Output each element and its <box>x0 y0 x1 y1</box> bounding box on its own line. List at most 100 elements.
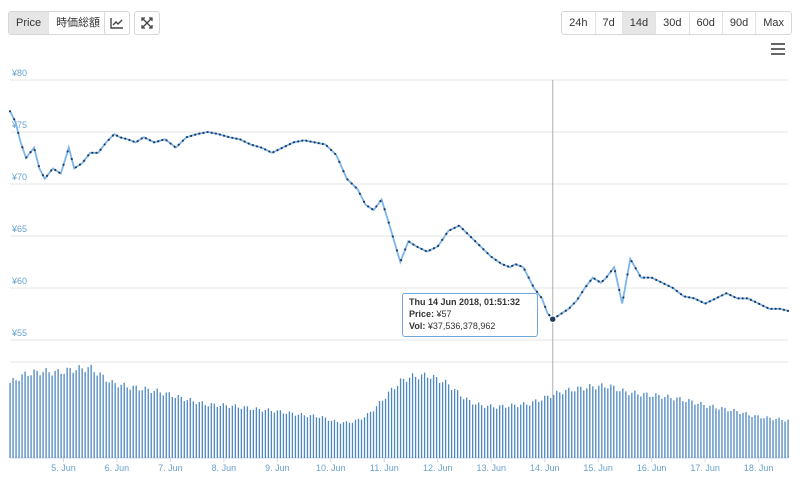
tooltip-price-label: Price: <box>409 309 435 319</box>
volume-bar <box>69 368 71 458</box>
price-point <box>82 159 86 162</box>
volume-bar <box>420 374 423 458</box>
range-button-60d[interactable]: 60d <box>689 12 723 34</box>
menu-icon[interactable] <box>771 43 785 55</box>
price-point <box>367 205 370 208</box>
price-point <box>297 140 300 143</box>
x-tick-label: 11. Jun <box>370 463 399 473</box>
price-point <box>659 280 662 283</box>
volume-bar <box>333 419 336 458</box>
price-point <box>74 166 77 169</box>
price-point <box>264 148 267 151</box>
volume-bar <box>532 401 534 458</box>
price-point <box>626 273 629 276</box>
price-point <box>651 276 654 279</box>
volume-bar <box>553 394 555 458</box>
price-point <box>515 263 518 266</box>
volume-bar <box>357 418 360 458</box>
price-point <box>683 295 687 298</box>
range-button-max[interactable]: Max <box>756 12 791 34</box>
price-point <box>614 270 617 273</box>
volume-bar <box>39 375 41 458</box>
volume-bar <box>523 402 525 458</box>
price-point <box>696 298 699 301</box>
volume-bar <box>12 377 14 458</box>
volume-bar <box>84 371 86 458</box>
volume-bar <box>441 382 444 458</box>
price-point <box>103 143 106 146</box>
volume-bar <box>279 410 282 458</box>
price-point <box>601 279 604 283</box>
x-tick-label: 7. Jun <box>158 463 183 473</box>
volume-bar <box>159 392 161 458</box>
volume-bar <box>607 388 609 458</box>
range-button-7d[interactable]: 7d <box>595 12 623 34</box>
line-chart-button[interactable] <box>104 11 130 35</box>
volume-bar <box>649 396 651 458</box>
price-point <box>177 143 180 146</box>
price-mode-button[interactable]: Price <box>9 12 50 34</box>
price-point <box>371 208 374 211</box>
volume-bar <box>432 374 435 458</box>
volume-bar <box>402 378 405 458</box>
range-button-90d[interactable]: 90d <box>722 12 757 34</box>
volume-bar <box>529 405 531 458</box>
price-point <box>239 138 242 141</box>
volume-bar <box>706 407 708 458</box>
price-point <box>231 136 234 139</box>
y-tick-label: ¥70 <box>11 172 27 182</box>
volume-bar <box>312 414 315 458</box>
price-point <box>523 268 526 271</box>
volume-bar <box>574 391 576 458</box>
price-point <box>729 293 732 297</box>
price-point <box>642 276 646 279</box>
price-point <box>527 276 530 279</box>
market-cap-mode-button[interactable]: 時価総額 <box>49 12 108 34</box>
volume-bar <box>27 375 29 458</box>
price-point <box>387 221 390 224</box>
price-point <box>758 302 761 305</box>
volume-bar <box>514 404 516 458</box>
price-point <box>564 309 567 312</box>
x-axis-labels: 5. Jun 6. Jun 7. Jun 8. Jun 9. Jun 10. Jun 11.… <box>51 458 773 473</box>
price-point <box>593 277 596 280</box>
volume-bar <box>75 370 77 458</box>
volume-bar <box>520 404 522 458</box>
price-point <box>511 264 514 267</box>
volume-bar <box>429 378 432 458</box>
price-point <box>416 245 419 249</box>
volume-bar <box>781 420 783 458</box>
volume-bar <box>456 390 459 458</box>
volume-bar <box>33 369 35 458</box>
volume-bar <box>484 407 486 458</box>
volume-bar <box>168 392 170 458</box>
volume-bar <box>228 408 230 458</box>
volume-bar <box>276 410 279 458</box>
volume-bar <box>772 420 774 458</box>
price-point <box>362 200 366 203</box>
price-point <box>663 282 666 285</box>
volume-bar <box>718 409 720 458</box>
volume-bar <box>93 372 95 458</box>
volume-bar <box>246 406 249 458</box>
price-point <box>539 295 543 299</box>
range-button-24h[interactable]: 24h <box>562 12 596 34</box>
price-point <box>342 170 345 173</box>
volume-bar <box>309 415 312 458</box>
price-points <box>8 110 790 320</box>
volume-bar <box>240 408 242 458</box>
fullscreen-button[interactable] <box>134 11 160 35</box>
volume-bar <box>72 372 74 458</box>
volume-bar <box>625 391 627 458</box>
volume-bar <box>303 415 306 458</box>
price-point <box>255 145 259 148</box>
volume-bar <box>688 398 690 458</box>
price-point <box>346 178 349 181</box>
price-point <box>309 140 312 143</box>
volume-bar <box>66 367 68 458</box>
range-button-14d[interactable]: 14d <box>622 12 657 34</box>
range-button-30d[interactable]: 30d <box>656 12 690 34</box>
price-point <box>190 134 193 137</box>
volume-bar <box>775 419 777 458</box>
